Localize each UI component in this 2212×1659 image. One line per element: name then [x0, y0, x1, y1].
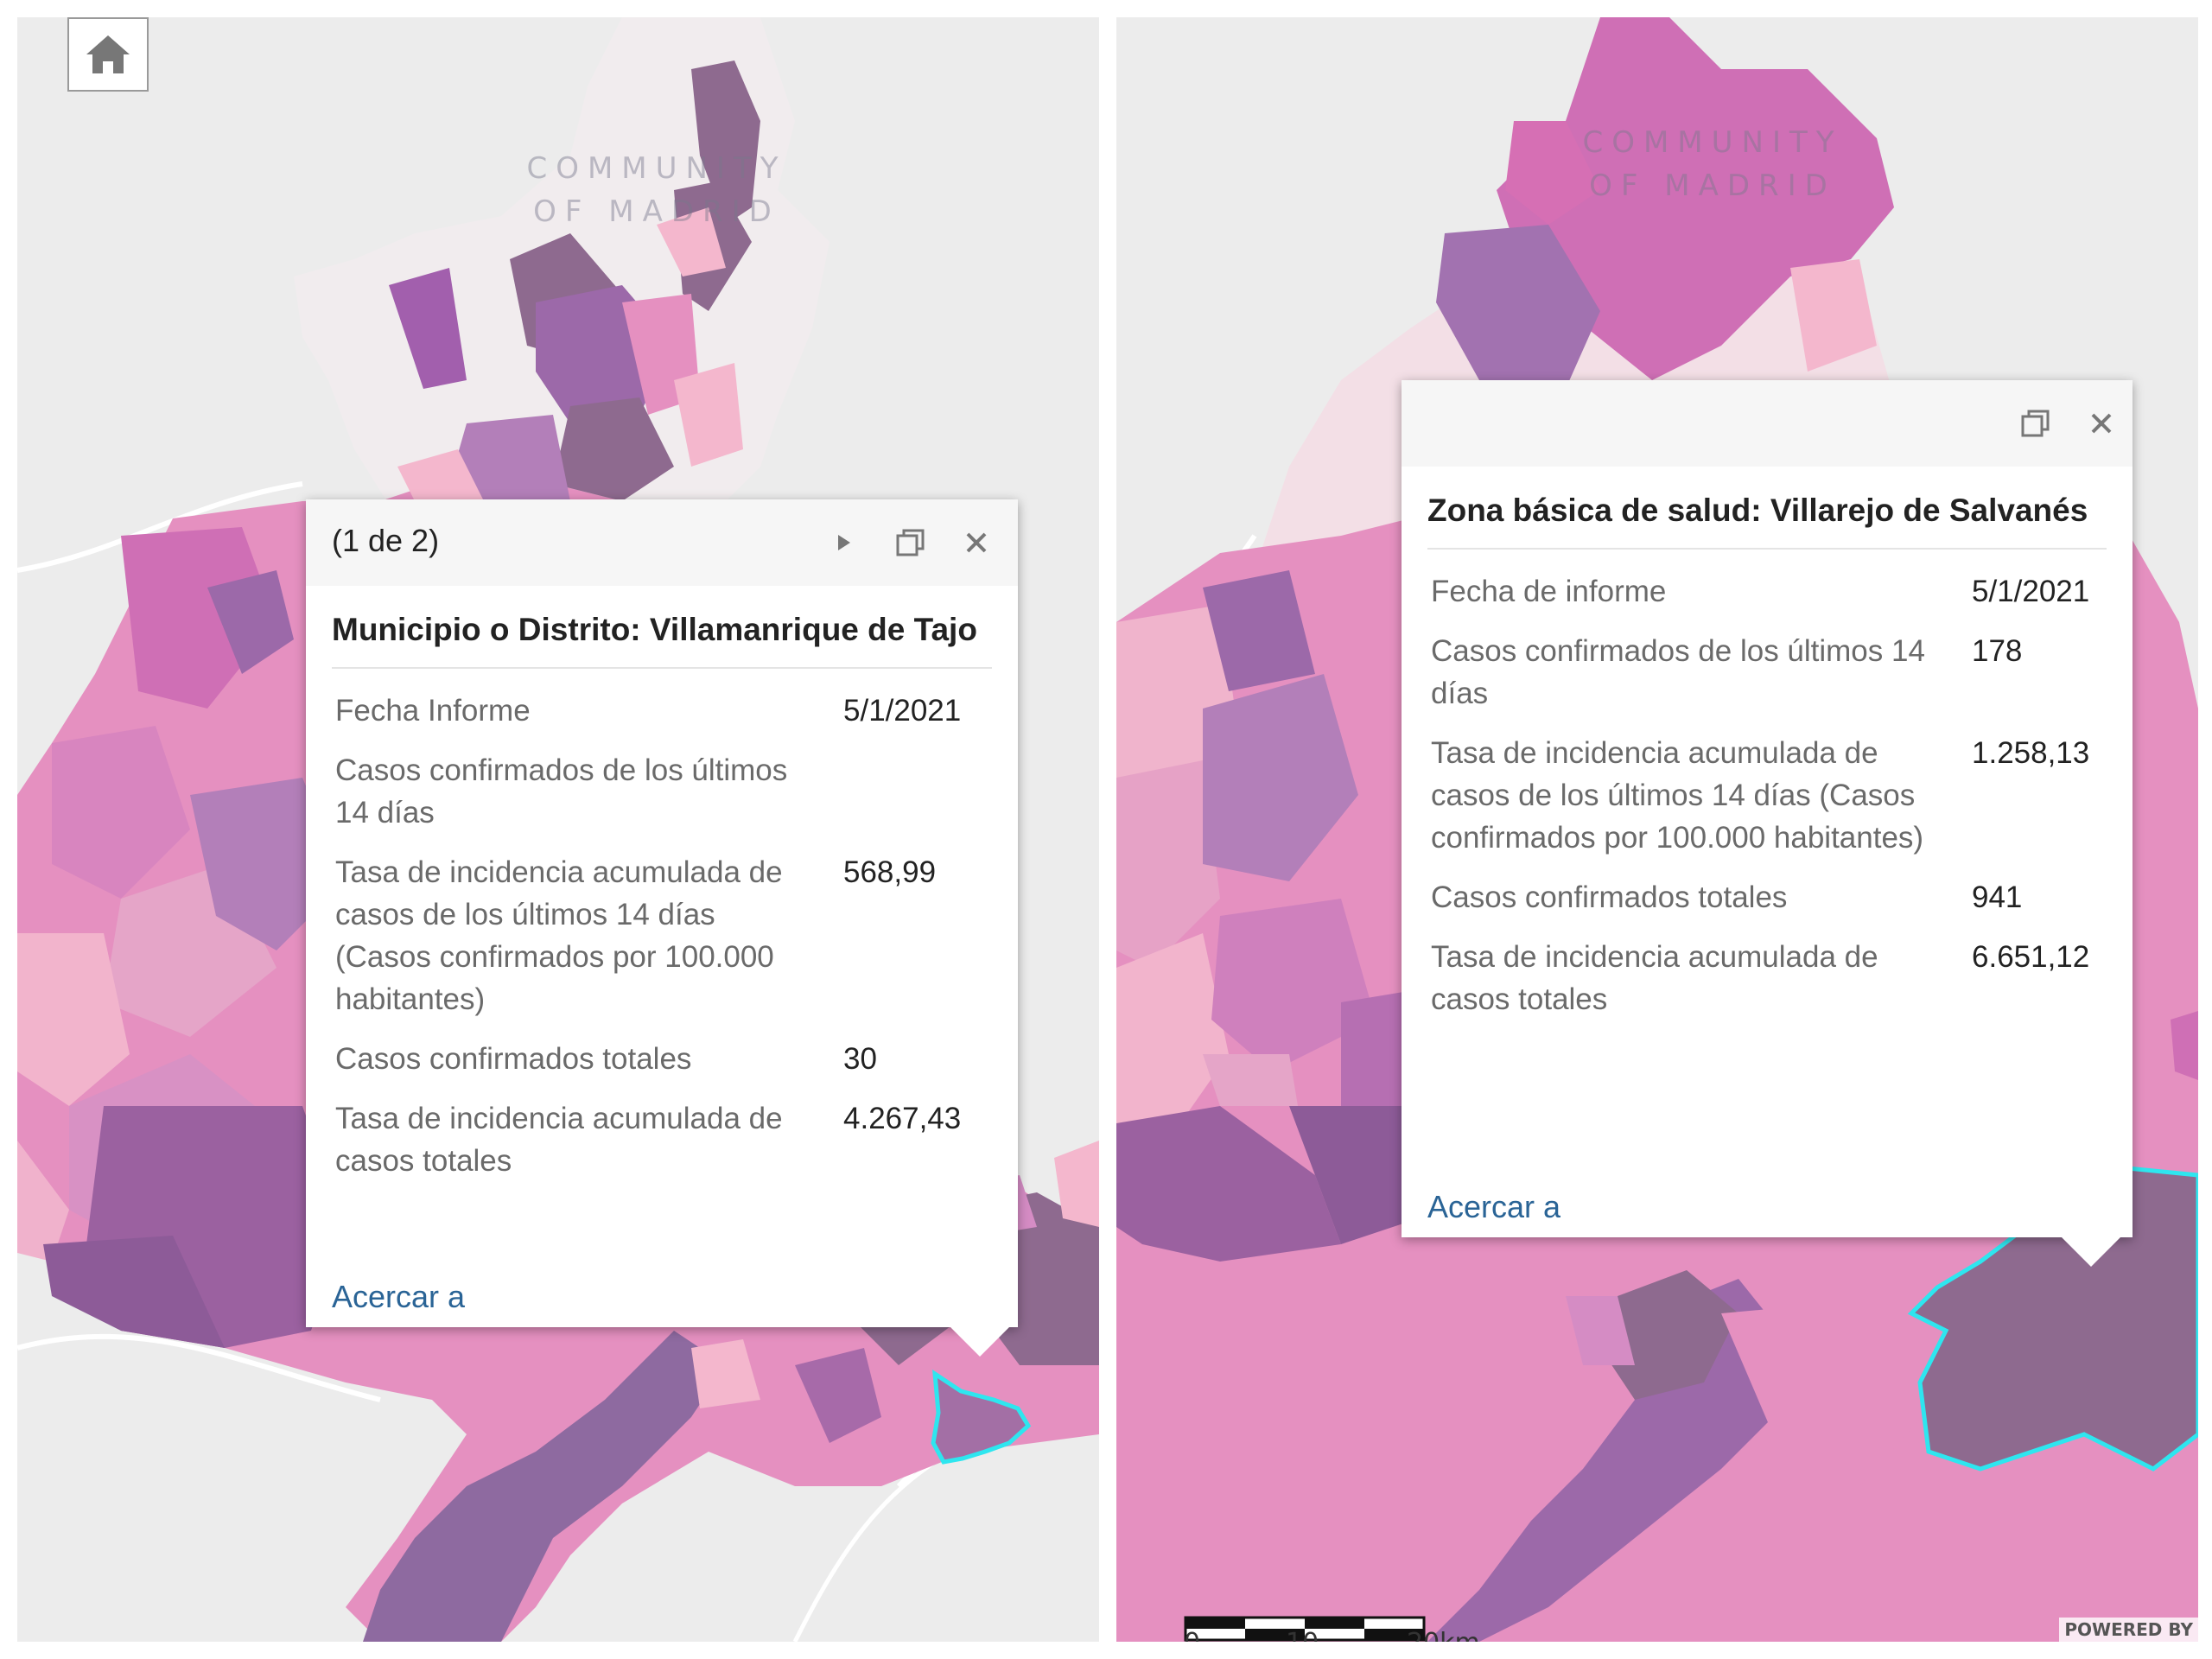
- table-row: Casos confirmados de los últimos 14 días: [335, 741, 961, 842]
- attribute-table: Fecha Informe 5/1/2021 Casos confirmados…: [335, 681, 961, 1191]
- table-row: Tasa de incidencia acumulada de casos to…: [335, 1089, 961, 1191]
- play-next-icon[interactable]: [826, 525, 861, 560]
- table-row: Tasa de incidencia acumulada de casos de…: [1431, 723, 2089, 868]
- map-watermark: COMMUNITY OF MADRID: [526, 151, 787, 229]
- close-icon[interactable]: [2084, 406, 2119, 441]
- attribute-value: [805, 741, 961, 842]
- right-map-panel[interactable]: COMMUNITY OF MADRID Zona básica de salud…: [1116, 17, 2198, 1642]
- popup-header: [1402, 380, 2133, 467]
- table-row: Casos confirmados de los últimos 14 días…: [1431, 621, 2089, 723]
- table-row: Tasa de incidencia acumulada de casos de…: [335, 842, 961, 1029]
- table-row: Tasa de incidencia acumulada de casos to…: [1431, 927, 2089, 1029]
- scale-bar: [1184, 1616, 1426, 1642]
- attribute-label: Casos confirmados totales: [1431, 880, 1788, 914]
- scale-bar-labels: 0 10 20km: [1184, 1628, 1480, 1642]
- scale-label: 10: [1286, 1628, 1319, 1642]
- attribute-value: 178: [1972, 634, 2023, 668]
- home-icon: [86, 35, 130, 73]
- attribute-label: Tasa de incidencia acumulada de casos to…: [1431, 940, 1878, 1016]
- table-row: Fecha de informe 5/1/2021: [1431, 562, 2089, 621]
- map-watermark: COMMUNITY OF MADRID: [1582, 125, 1843, 203]
- popup-pointer: [2062, 1237, 2120, 1267]
- feature-popup: (1 de 2) Municipio o Distrito: Villamanr…: [306, 499, 1018, 1357]
- attribute-value: 941: [1972, 880, 2023, 914]
- popup-pagination: (1 de 2): [332, 523, 440, 558]
- attribute-label: Tasa de incidencia acumulada de casos de…: [1431, 736, 1924, 855]
- popup-header: (1 de 2): [306, 499, 1018, 586]
- close-icon[interactable]: [959, 525, 994, 560]
- attribute-label: Fecha de informe: [1431, 575, 1667, 608]
- attribute-value: 6.651,12: [1972, 940, 2090, 974]
- attribute-value: 5/1/2021: [1972, 575, 2090, 608]
- attribute-label: Tasa de incidencia acumulada de casos to…: [335, 1102, 783, 1178]
- attribute-label: Tasa de incidencia acumulada de casos de…: [335, 855, 783, 1016]
- attribute-value: 568,99: [843, 855, 937, 889]
- table-row: Casos confirmados totales 30: [335, 1029, 961, 1089]
- maximize-icon[interactable]: [893, 525, 928, 560]
- powered-by-attribution[interactable]: POWERED BY: [2059, 1618, 2198, 1642]
- table-row: Casos confirmados totales 941: [1431, 868, 2089, 927]
- attribute-value: 1.258,13: [1972, 736, 2090, 770]
- attribute-table: Fecha de informe 5/1/2021 Casos confirma…: [1431, 562, 2089, 1029]
- attribute-label: Casos confirmados de los últimos 14 días: [1431, 634, 1925, 710]
- attribute-value: 30: [843, 1042, 877, 1076]
- attribute-label: Casos confirmados de los últimos 14 días: [335, 753, 788, 830]
- feature-popup: Zona básica de salud: Villarejo de Salva…: [1402, 380, 2133, 1267]
- attribute-value: 5/1/2021: [843, 694, 962, 728]
- popup-title: Municipio o Distrito: Villamanrique de T…: [332, 586, 992, 669]
- popup-pointer: [950, 1327, 1009, 1357]
- zoom-to-link[interactable]: Acercar a: [332, 1279, 466, 1314]
- left-map-panel[interactable]: COMMUNITY OF MADRID (1 de 2) Municipio o…: [17, 17, 1099, 1642]
- scale-label: 0: [1184, 1628, 1200, 1642]
- attribute-label: Casos confirmados totales: [335, 1042, 692, 1076]
- attribute-value: 4.267,43: [843, 1102, 962, 1135]
- home-button[interactable]: [67, 17, 149, 92]
- attribute-label: Fecha Informe: [335, 694, 531, 728]
- maximize-icon[interactable]: [2018, 406, 2053, 441]
- scale-label: 20km: [1407, 1628, 1480, 1642]
- table-row: Fecha Informe 5/1/2021: [335, 681, 961, 741]
- zoom-to-link[interactable]: Acercar a: [1427, 1189, 1561, 1224]
- popup-title: Zona básica de salud: Villarejo de Salva…: [1427, 467, 2107, 550]
